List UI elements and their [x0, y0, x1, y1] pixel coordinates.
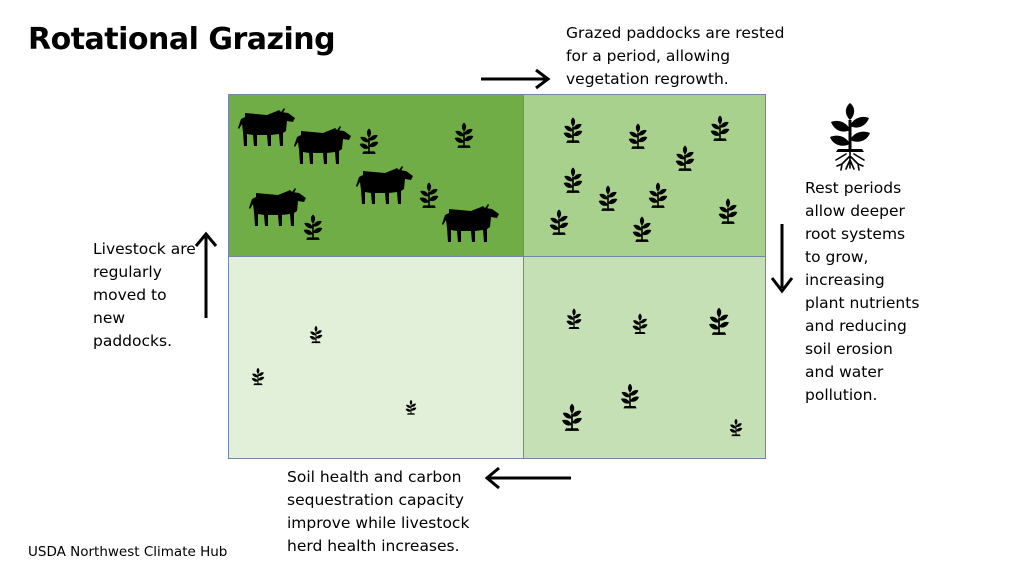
livestock-moved-caption: Livestock are regularly moved to new pad…: [93, 240, 196, 350]
plant-icon: [620, 383, 640, 410]
down-arrow-icon: [770, 224, 794, 294]
cow-icon: [294, 126, 351, 164]
plant-icon: [309, 325, 323, 344]
source-credit: USDA Northwest Climate Hub: [28, 544, 228, 560]
plant-icon: [631, 215, 653, 243]
cow-icon: [249, 188, 306, 226]
paddock-regrowing: [523, 256, 766, 459]
plant-icon: [565, 307, 583, 330]
plant-icon: [548, 208, 570, 236]
plant-icon: [729, 418, 743, 437]
plant-icon: [562, 116, 584, 144]
paddock-recently-grazed: [228, 256, 524, 459]
plant-icon: [405, 399, 417, 416]
root-systems-caption: Rest periods allow deeper root systems t…: [805, 179, 920, 404]
plant-icon: [358, 127, 380, 155]
paddock-grazing: [228, 94, 524, 257]
paddock-resting-regrowth: [523, 94, 766, 257]
plant-icon: [631, 312, 649, 335]
grazing-paddock-contents: [238, 108, 499, 242]
plant-icon: [251, 367, 265, 386]
up-arrow-icon: [194, 231, 218, 318]
right-arrow-icon: [481, 68, 551, 90]
resting-paddock-contents: [548, 114, 739, 243]
cow-icon: [356, 166, 413, 204]
paddock-grid: [228, 94, 766, 459]
plant-icon: [597, 184, 619, 212]
plant-icon: [627, 122, 649, 150]
soil-health-caption: Soil health and carbon sequestration cap…: [287, 468, 470, 555]
plant-with-roots-icon: [828, 101, 872, 172]
plant-icon: [674, 144, 696, 172]
rest-period-caption: Grazed paddocks are rested for a period,…: [566, 24, 785, 88]
cow-icon: [238, 108, 295, 146]
plant-icon: [418, 181, 440, 209]
plant-icon: [708, 306, 730, 336]
cow-icon: [442, 204, 499, 242]
plant-icon: [562, 166, 584, 194]
plant-icon: [302, 213, 324, 241]
plant-icon: [717, 197, 739, 225]
plant-icon: [561, 402, 583, 432]
regrowing-paddock-contents: [561, 306, 743, 437]
left-arrow-icon: [484, 466, 571, 490]
plant-icon: [709, 114, 731, 142]
diagram-title: Rotational Grazing: [28, 22, 336, 57]
plant-icon: [453, 121, 475, 149]
plant-icon: [647, 181, 669, 209]
recently-grazed-paddock-contents: [251, 325, 417, 416]
